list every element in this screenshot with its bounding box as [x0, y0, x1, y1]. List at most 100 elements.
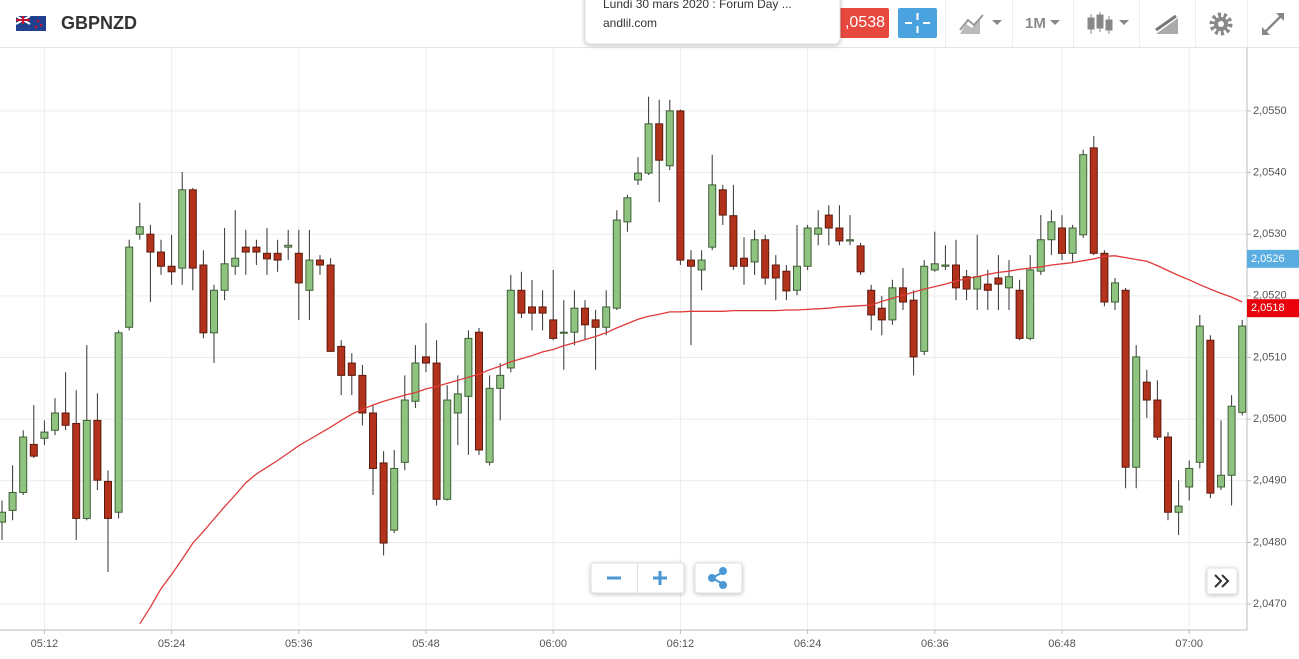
- candle-body: [740, 257, 748, 267]
- candle-body: [591, 319, 600, 328]
- candle-body: [835, 227, 844, 242]
- y-tick-label: 2,0510: [1253, 351, 1287, 363]
- candle-icon[interactable]: [1087, 12, 1129, 34]
- candle-body: [1206, 339, 1215, 494]
- y-tick-label: 2,0530: [1253, 228, 1287, 240]
- moving-average: [139, 255, 1243, 625]
- candle-body: [1185, 467, 1194, 488]
- candle-body: [1174, 505, 1183, 513]
- candle-body: [655, 123, 664, 161]
- candle-body: [559, 331, 568, 334]
- price-marker: [1247, 299, 1299, 318]
- candle-body: [1164, 436, 1172, 513]
- scroll-icon: [1214, 574, 1230, 588]
- axes-labels: 2,04702,04802,04902,05002,05102,05202,05…: [31, 105, 1299, 650]
- candle-body: [528, 306, 536, 314]
- candle-body: [676, 110, 685, 261]
- zoom-in[interactable]: [653, 571, 667, 585]
- candle-body: [1026, 269, 1035, 339]
- y-tick-label: 2,0490: [1253, 475, 1287, 487]
- price-marker-label: 2,0518: [1251, 302, 1285, 314]
- candle-body: [644, 123, 653, 174]
- candle-body: [1111, 282, 1119, 303]
- candle-body: [538, 306, 547, 314]
- candle-body: [888, 287, 897, 321]
- candle-body: [687, 259, 695, 267]
- notification-box[interactable]: [584, 0, 841, 45]
- candle-body: [1153, 399, 1162, 438]
- candle-body: [612, 219, 621, 309]
- x-tick-label: 06:00: [539, 638, 567, 650]
- candle-body: [305, 259, 314, 291]
- candle-body: [411, 362, 420, 402]
- candle-body: [40, 431, 49, 439]
- candle-body: [51, 412, 59, 431]
- candle-body: [135, 226, 144, 235]
- x-tick-label: 06:48: [1048, 638, 1076, 650]
- candle-body: [19, 436, 28, 494]
- candle-body: [241, 246, 250, 253]
- candle-body: [814, 227, 823, 235]
- candle-body: [1217, 474, 1225, 488]
- y-tick-label: 2,0520: [1253, 290, 1287, 302]
- fullscreen-icon[interactable]: [1262, 13, 1284, 35]
- candle-body: [1238, 325, 1247, 413]
- candle-body: [326, 264, 335, 352]
- symbol: GBPNZD: [61, 13, 137, 33]
- candle-body: [1121, 289, 1130, 468]
- candle-body: [347, 362, 356, 376]
- draw-icon[interactable]: [1155, 14, 1178, 34]
- candle-body: [697, 259, 706, 271]
- candle-body: [475, 331, 483, 451]
- y-tick-label: 2,0500: [1253, 413, 1287, 425]
- x-tick-label: 06:36: [921, 638, 949, 650]
- candle-body: [994, 277, 1003, 285]
- candle-body: [962, 276, 971, 290]
- share-button[interactable]: [694, 562, 743, 594]
- candle-body: [1068, 227, 1077, 254]
- y-tick-label: 2,0540: [1253, 166, 1287, 178]
- notification[interactable]: Lundi 30 mars 2020 : Forum Day ... andli…: [584, 0, 841, 45]
- x-tick-label: 06:12: [667, 638, 695, 650]
- candle-body: [1227, 405, 1236, 476]
- candle-body: [358, 374, 367, 414]
- price-box[interactable]: [832, 8, 889, 38]
- x-tick-label: 05:48: [412, 638, 440, 650]
- candle-body: [793, 265, 801, 291]
- candle-body: [1195, 325, 1204, 463]
- y-tick-label: 2,0550: [1253, 105, 1287, 117]
- candle-body: [210, 289, 218, 334]
- candle-body: [973, 276, 982, 290]
- candle-body: [1036, 239, 1045, 272]
- candle-body: [29, 443, 38, 457]
- candle-body: [1100, 252, 1109, 303]
- candle-body: [0, 511, 6, 523]
- candle-body: [602, 306, 611, 328]
- candle-body: [390, 467, 399, 531]
- candle-body: [178, 189, 187, 269]
- candle-body: [1058, 227, 1066, 254]
- candle-body: [665, 110, 674, 167]
- candle-body: [517, 289, 526, 314]
- crosshair-button[interactable]: [898, 8, 937, 38]
- timeframe[interactable]: 1M: [1025, 15, 1046, 32]
- candle-body: [1005, 276, 1013, 289]
- candle-body: [708, 184, 717, 248]
- price-marker: [1247, 249, 1299, 268]
- candle-body: [930, 263, 939, 271]
- chart-type-icon[interactable]: [959, 14, 1002, 34]
- candle-body: [157, 251, 165, 267]
- candle-body: [369, 412, 377, 469]
- candle-body: [623, 197, 632, 223]
- y-tick-label: 2,0480: [1253, 536, 1287, 548]
- candle-body: [1142, 381, 1151, 401]
- candle-body: [1089, 147, 1098, 254]
- candle-body: [273, 252, 282, 261]
- candle-body: [729, 215, 738, 267]
- candle-body: [316, 259, 324, 266]
- settings-icon[interactable]: [1209, 12, 1233, 36]
- x-tick-label: 05:12: [31, 638, 59, 650]
- candle-body: [231, 257, 240, 267]
- candle-body: [1132, 356, 1141, 468]
